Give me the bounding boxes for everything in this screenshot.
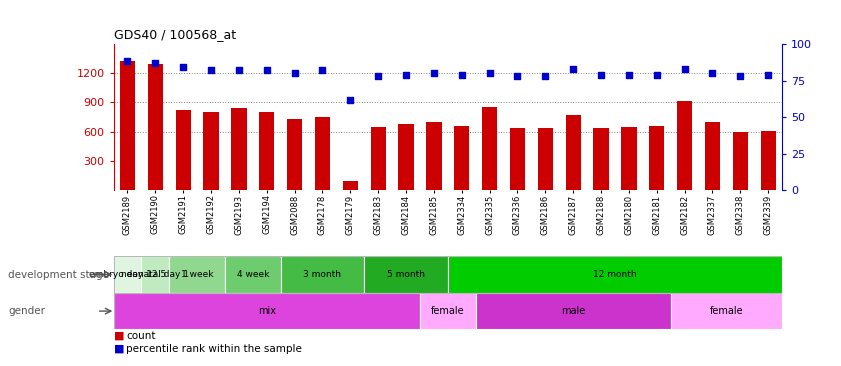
Bar xyxy=(733,132,748,190)
Point xyxy=(344,97,357,102)
Bar xyxy=(510,128,525,190)
Point xyxy=(538,73,552,79)
Bar xyxy=(315,117,331,190)
Point xyxy=(177,64,190,70)
Point xyxy=(204,67,218,73)
Text: female: female xyxy=(710,306,743,316)
Point xyxy=(149,60,162,66)
Point xyxy=(678,66,691,72)
Text: count: count xyxy=(126,331,156,341)
Bar xyxy=(537,128,553,190)
Text: female: female xyxy=(431,306,464,316)
Point xyxy=(372,73,385,79)
Bar xyxy=(287,119,302,190)
Point xyxy=(510,73,524,79)
Bar xyxy=(259,112,274,190)
Bar xyxy=(371,127,386,190)
Text: embryo day 12.5: embryo day 12.5 xyxy=(89,270,166,279)
Point xyxy=(121,59,135,64)
Bar xyxy=(114,293,420,329)
Bar xyxy=(447,256,782,293)
Text: gender: gender xyxy=(8,306,45,316)
Bar xyxy=(454,126,469,190)
Bar xyxy=(670,293,782,329)
Bar xyxy=(231,108,246,190)
Text: male: male xyxy=(561,306,585,316)
Bar xyxy=(482,107,497,190)
Bar xyxy=(476,293,670,329)
Text: mix: mix xyxy=(257,306,276,316)
Text: ■: ■ xyxy=(114,343,124,353)
Point xyxy=(761,72,775,78)
Text: percentile rank within the sample: percentile rank within the sample xyxy=(126,344,302,354)
Bar xyxy=(677,101,692,190)
Point xyxy=(595,72,608,78)
Point xyxy=(288,70,301,76)
Text: 3 month: 3 month xyxy=(304,270,341,279)
Point xyxy=(483,70,496,76)
Bar xyxy=(169,256,225,293)
Bar xyxy=(621,127,637,190)
Point xyxy=(232,67,246,73)
Bar xyxy=(141,256,169,293)
Point xyxy=(260,67,273,73)
Bar xyxy=(225,256,281,293)
Bar xyxy=(148,64,163,190)
Point xyxy=(315,67,329,73)
Bar xyxy=(420,293,476,329)
Text: development stage: development stage xyxy=(8,269,109,280)
Point xyxy=(567,66,580,72)
Bar xyxy=(594,128,609,190)
Text: 5 month: 5 month xyxy=(387,270,425,279)
Point xyxy=(650,72,664,78)
Text: neonatal day 1: neonatal day 1 xyxy=(121,270,189,279)
Text: 4 week: 4 week xyxy=(236,270,269,279)
Bar xyxy=(176,110,191,190)
Text: GDS40 / 100568_at: GDS40 / 100568_at xyxy=(114,28,235,41)
Bar xyxy=(565,115,581,190)
Bar xyxy=(649,126,664,190)
Bar xyxy=(342,180,358,190)
Bar xyxy=(364,256,447,293)
Text: 12 month: 12 month xyxy=(593,270,637,279)
Bar xyxy=(705,122,720,190)
Point xyxy=(733,73,747,79)
Point xyxy=(427,70,441,76)
Point xyxy=(706,70,719,76)
Point xyxy=(622,72,636,78)
Point xyxy=(455,72,468,78)
Bar xyxy=(760,131,776,190)
Bar xyxy=(204,112,219,190)
Bar xyxy=(399,124,414,190)
Text: ■: ■ xyxy=(114,330,124,340)
Bar xyxy=(114,256,141,293)
Bar xyxy=(426,122,442,190)
Point xyxy=(399,72,413,78)
Bar xyxy=(281,256,364,293)
Bar xyxy=(119,60,135,190)
Text: 1 week: 1 week xyxy=(181,270,214,279)
